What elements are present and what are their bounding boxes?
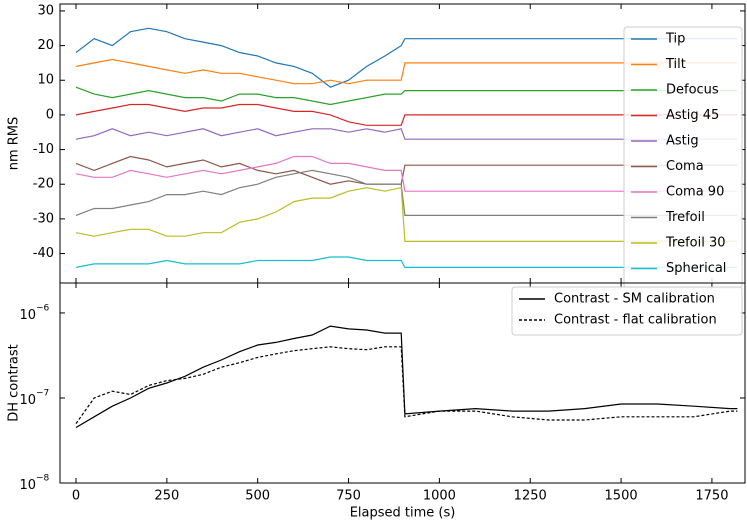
x-tick-label: 1500 [605,489,638,504]
legend-box [511,286,743,336]
legend-label: Astig 45 [666,108,719,123]
legend-label: Defocus [666,83,719,98]
x-tick-label: 500 [245,489,270,504]
y-tick-label: -10 [33,142,54,157]
x-tick-label: 1000 [423,489,456,504]
series-line [75,155,738,185]
legend-label: Trefoil [665,210,705,225]
y-tick-label: 30 [37,3,54,18]
y-axis-label: DH contrast [7,344,22,422]
legend-label: Spherical [666,261,726,276]
series-line [75,128,738,140]
legend-label: Astig [666,134,699,149]
series-line [75,27,738,88]
y-tick-label: -40 [33,246,54,261]
y-tick-base: 10 [19,307,36,322]
legend-label: Contrast - SM calibration [554,292,715,307]
y-tick-label: 0 [46,107,54,122]
legend-label: Coma [666,159,704,174]
y-tick-label: 10 [19,392,36,407]
x-tick-label: 750 [336,489,361,504]
legend-label: Coma 90 [666,185,724,200]
y-tick-exponent: −6 [36,303,50,313]
y-axis-label: nm RMS [7,117,22,171]
series-line [75,256,738,268]
y-tick-label: 10 [19,478,36,493]
y-tick-label: 10 [19,307,36,322]
x-tick-label: 1750 [695,489,728,504]
series-line [75,103,738,126]
y-tick-label: 10 [37,73,54,88]
y-tick-exponent: −8 [36,474,50,484]
y-tick-base: 10 [19,392,36,407]
plot-area [75,325,738,429]
y-tick-exponent: −7 [36,388,49,398]
legend-label: Trefoil 30 [665,236,726,251]
x-tick-label: 250 [154,489,179,504]
y-tick-base: 10 [19,478,36,493]
y-tick-label: -20 [33,177,54,192]
series-line [75,155,738,192]
axes-frame [59,282,746,484]
legend-label: Contrast - flat calibration [554,313,717,328]
plot-area [75,27,738,268]
series-line [75,186,738,242]
x-tick-label: 0 [72,489,80,504]
y-tick-label: 20 [37,38,54,53]
series-line [75,58,738,85]
legend-label: Tip [665,32,685,47]
series-line [75,325,738,429]
series-line [75,86,738,106]
y-tick-label: -30 [33,211,54,226]
series-line [75,169,738,216]
x-axis-label: Elapsed time (s) [350,506,456,521]
series-line [75,346,738,424]
x-tick-label: 1250 [514,489,547,504]
legend-label: Tilt [665,57,686,72]
